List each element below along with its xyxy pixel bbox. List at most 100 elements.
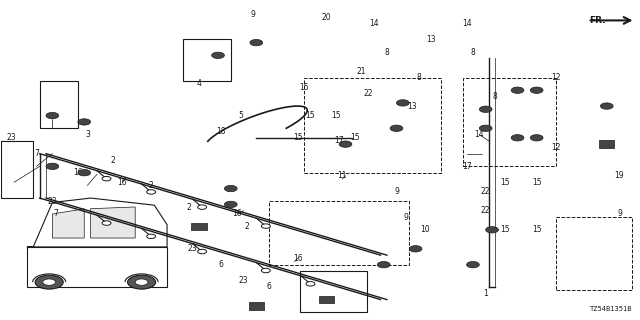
Text: 15: 15 <box>350 133 360 142</box>
Circle shape <box>306 282 315 286</box>
Circle shape <box>46 163 59 170</box>
Circle shape <box>147 234 156 239</box>
Text: 23: 23 <box>47 197 57 206</box>
Circle shape <box>102 176 111 181</box>
Circle shape <box>531 135 543 141</box>
Text: 15: 15 <box>532 178 541 187</box>
Text: 14: 14 <box>461 19 472 28</box>
Text: 17: 17 <box>461 162 472 171</box>
Text: 8: 8 <box>470 48 476 57</box>
Circle shape <box>261 268 270 273</box>
Bar <box>304 77 441 173</box>
Text: TZ54B1351B: TZ54B1351B <box>589 306 632 312</box>
Bar <box>319 296 334 303</box>
Text: 23: 23 <box>239 276 248 285</box>
Text: 11: 11 <box>337 172 347 180</box>
Text: 15: 15 <box>500 178 509 187</box>
Circle shape <box>467 261 479 268</box>
Bar <box>556 217 632 290</box>
Text: 2: 2 <box>148 181 154 190</box>
Text: 7: 7 <box>34 149 39 158</box>
Circle shape <box>212 52 225 59</box>
Text: 4: 4 <box>196 79 202 88</box>
Circle shape <box>511 135 524 141</box>
Bar <box>183 39 231 81</box>
Circle shape <box>198 205 207 209</box>
Text: 17: 17 <box>334 136 344 146</box>
Circle shape <box>479 125 492 132</box>
Circle shape <box>261 224 270 228</box>
Circle shape <box>102 221 111 225</box>
Text: 13: 13 <box>408 101 417 111</box>
Text: 14: 14 <box>474 130 484 139</box>
Circle shape <box>198 249 207 254</box>
Circle shape <box>378 261 390 268</box>
Circle shape <box>339 141 352 147</box>
Circle shape <box>147 190 156 194</box>
Text: 1: 1 <box>483 289 488 298</box>
Circle shape <box>78 119 91 125</box>
Text: 22: 22 <box>363 89 372 98</box>
Circle shape <box>135 279 148 285</box>
Bar <box>300 271 367 312</box>
Text: 15: 15 <box>532 225 541 234</box>
Circle shape <box>409 246 422 252</box>
Text: 2: 2 <box>187 203 192 212</box>
Circle shape <box>78 170 91 176</box>
Bar <box>269 201 409 265</box>
Text: 20: 20 <box>321 13 331 22</box>
Text: 2: 2 <box>111 156 115 164</box>
Text: 13: 13 <box>427 35 436 44</box>
Text: 21: 21 <box>356 67 366 76</box>
Text: 16: 16 <box>293 254 303 263</box>
Text: 7: 7 <box>53 209 58 219</box>
Text: 9: 9 <box>617 209 622 219</box>
Text: 9: 9 <box>404 212 408 222</box>
Text: 3: 3 <box>85 130 90 139</box>
Bar <box>248 302 264 310</box>
Circle shape <box>43 279 56 285</box>
Bar <box>40 81 78 128</box>
Polygon shape <box>91 207 135 238</box>
Polygon shape <box>27 198 167 247</box>
Text: 6: 6 <box>219 260 223 269</box>
Text: 14: 14 <box>369 19 379 28</box>
Text: 9: 9 <box>394 187 399 196</box>
Circle shape <box>127 275 156 289</box>
Circle shape <box>35 275 63 289</box>
Text: 15: 15 <box>293 133 303 142</box>
Text: 8: 8 <box>493 92 498 101</box>
Circle shape <box>600 103 613 109</box>
Bar <box>191 223 207 230</box>
Text: 2: 2 <box>244 222 249 231</box>
Text: 12: 12 <box>551 143 561 152</box>
Text: 23: 23 <box>6 133 16 142</box>
Circle shape <box>46 112 59 119</box>
Polygon shape <box>52 209 84 238</box>
Text: 16: 16 <box>118 178 127 187</box>
Text: 15: 15 <box>306 111 316 120</box>
Text: 15: 15 <box>500 225 509 234</box>
Text: 5: 5 <box>238 111 243 120</box>
Text: 8: 8 <box>385 48 389 57</box>
Circle shape <box>225 201 237 208</box>
Text: 16: 16 <box>73 168 83 177</box>
Circle shape <box>225 185 237 192</box>
Circle shape <box>531 87 543 93</box>
Text: 15: 15 <box>300 83 309 92</box>
Text: 6: 6 <box>267 282 271 292</box>
Circle shape <box>479 106 492 112</box>
Circle shape <box>486 227 499 233</box>
Text: 22: 22 <box>481 187 490 196</box>
Polygon shape <box>27 247 167 287</box>
Text: 10: 10 <box>420 225 430 234</box>
Text: 18: 18 <box>216 127 226 136</box>
Text: 22: 22 <box>481 206 490 215</box>
Bar <box>463 77 556 166</box>
Text: 15: 15 <box>331 111 340 120</box>
Text: FR.: FR. <box>589 16 605 25</box>
Circle shape <box>396 100 409 106</box>
Circle shape <box>250 39 262 46</box>
Circle shape <box>511 87 524 93</box>
Text: 12: 12 <box>551 73 561 82</box>
